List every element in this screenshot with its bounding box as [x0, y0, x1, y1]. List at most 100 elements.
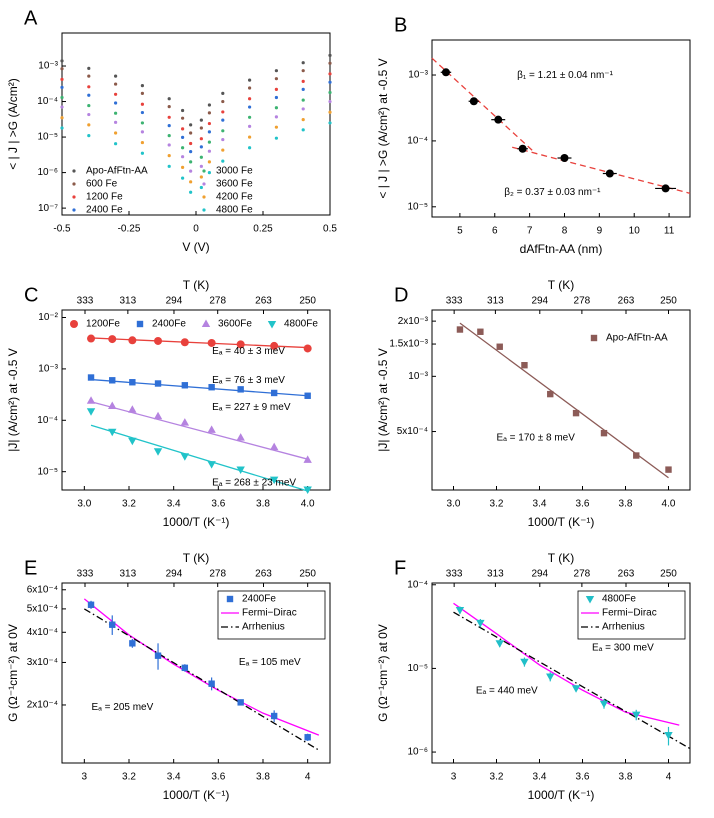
data-point — [208, 384, 215, 391]
x-tick-label: 4 — [666, 772, 672, 783]
data-point — [140, 91, 144, 95]
data-point — [60, 67, 64, 71]
data-point — [154, 380, 162, 387]
data-point — [114, 111, 118, 115]
top-tick-label: 313 — [120, 296, 137, 307]
y-tick-label: 10⁻⁴ — [37, 96, 58, 107]
data-point — [153, 448, 163, 456]
data-point — [274, 115, 278, 119]
data-point — [189, 160, 193, 164]
data-point — [128, 336, 137, 345]
x-tick-label: 11 — [664, 226, 675, 237]
data-point — [207, 461, 216, 469]
data-point — [87, 112, 91, 117]
data-point — [605, 169, 614, 178]
data-point — [301, 87, 305, 91]
data-point — [181, 135, 185, 139]
data-point — [140, 121, 144, 125]
data-point — [248, 86, 252, 90]
data-point — [87, 133, 91, 138]
legend-marker — [267, 321, 277, 329]
data-point — [328, 90, 332, 95]
data-point — [199, 126, 203, 130]
data-point — [236, 466, 245, 475]
data-point — [328, 110, 332, 114]
y-tick-label: 10⁻⁴ — [407, 136, 428, 147]
y-tick-label: 6x10⁻⁴ — [27, 584, 58, 595]
top-tick-label: 278 — [574, 296, 591, 307]
data-point — [154, 336, 163, 345]
legend-marker — [585, 596, 595, 604]
data-point — [600, 429, 608, 437]
fit-line — [83, 608, 320, 751]
annotation: Eₐ = 227 ± 9 meV — [212, 402, 291, 413]
data-point — [665, 466, 672, 473]
legend-marker — [201, 319, 211, 327]
data-point — [495, 640, 504, 648]
x-tick-label: 3.4 — [167, 772, 181, 783]
data-point — [181, 127, 185, 131]
top-tick-label: 294 — [531, 569, 548, 580]
x-tick-label: 3.8 — [256, 499, 270, 510]
y-tick-label: 5x10⁻⁴ — [27, 604, 58, 615]
top-tick-label: 313 — [120, 569, 137, 580]
top-tick-label: 333 — [77, 569, 94, 580]
legend-label: 4800Fe — [284, 319, 318, 330]
data-point — [129, 379, 136, 386]
data-point — [560, 154, 569, 163]
data-point — [109, 621, 116, 628]
legend-label: 2400 Fe — [86, 205, 123, 216]
panel-label: C — [24, 284, 38, 306]
y-tick-label: 2x10⁻³ — [398, 316, 429, 327]
legend-label: Apo-AfFtn-AA — [86, 166, 148, 177]
x-tick-label: -0.25 — [118, 224, 141, 235]
data-point — [180, 453, 190, 461]
data-point — [87, 123, 91, 127]
data-point — [181, 155, 185, 159]
data-point — [221, 118, 225, 122]
legend-box — [217, 590, 326, 640]
top-tick-label: 263 — [255, 569, 272, 580]
data-point — [248, 105, 252, 109]
data-point — [140, 84, 144, 88]
data-point — [181, 165, 185, 169]
annotation: β₂ = 0.37 ± 0.03 nm⁻¹ — [504, 187, 601, 198]
data-point — [189, 123, 193, 127]
x-tick-label: 4.0 — [662, 499, 676, 510]
data-point — [274, 136, 278, 140]
plot-frame — [61, 309, 331, 491]
data-point — [207, 111, 211, 115]
top-tick-label: 278 — [209, 296, 226, 307]
data-point — [599, 700, 609, 709]
data-point — [108, 335, 117, 344]
annotation: Eₐ = 105 meV — [239, 657, 301, 668]
x-tick-label: 0.25 — [253, 224, 273, 235]
data-point — [87, 66, 91, 70]
x-tick-label: 3 — [451, 772, 457, 783]
data-point — [304, 392, 311, 399]
data-point — [328, 53, 332, 57]
data-point — [477, 328, 484, 335]
data-point — [128, 437, 137, 446]
data-point — [301, 79, 305, 83]
data-point — [572, 409, 580, 417]
data-point — [301, 98, 305, 102]
data-point — [303, 455, 312, 463]
data-point — [114, 120, 118, 124]
data-point — [108, 401, 117, 409]
x-tick-label: 3.4 — [533, 772, 547, 783]
data-point — [207, 149, 211, 153]
annotation: Eₐ = 40 ± 3 meV — [212, 346, 285, 357]
top-tick-label: 333 — [446, 569, 463, 580]
data-point — [221, 129, 225, 133]
data-point — [301, 118, 305, 122]
x-axis-label: dAfFtn-AA (nm) — [520, 242, 603, 256]
legend-marker — [590, 334, 598, 342]
legend-label: Apo-AfFtn-AA — [606, 333, 668, 344]
plot-frame — [431, 582, 691, 764]
legend-marker — [202, 169, 206, 173]
legend-marker — [72, 182, 76, 186]
data-point — [274, 87, 278, 91]
legend-label: Arrhenius — [602, 622, 645, 633]
legend-marker — [70, 320, 78, 328]
